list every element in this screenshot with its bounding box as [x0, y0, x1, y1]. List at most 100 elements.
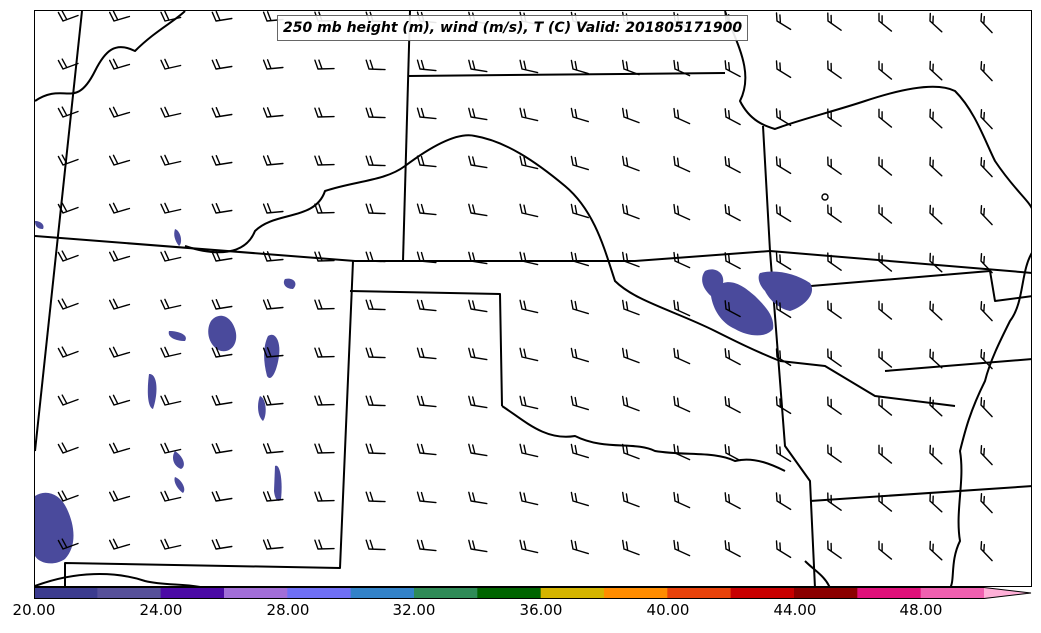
wind-barb — [211, 443, 233, 454]
wind-barb — [314, 347, 335, 358]
wind-barb — [775, 396, 792, 415]
wind-barb — [519, 59, 539, 74]
wind-barb — [929, 156, 943, 177]
colorbar-segment — [794, 587, 858, 599]
temperature-blob — [208, 315, 237, 352]
wind-barb — [724, 396, 741, 414]
state-line — [35, 235, 1031, 274]
wind-barb — [416, 251, 437, 264]
wind-barb — [775, 156, 792, 175]
state-line — [402, 11, 411, 262]
wind-barb — [365, 59, 386, 71]
wind-barb — [262, 59, 284, 70]
wind-barb — [211, 11, 233, 22]
wind-barb — [57, 11, 79, 22]
wind-barb — [262, 347, 284, 358]
river-border — [501, 405, 786, 472]
wind-barb — [365, 107, 386, 119]
wind-barb — [519, 443, 539, 458]
wind-barb — [878, 396, 893, 416]
wind-barb — [468, 59, 488, 73]
wind-barb — [314, 299, 335, 310]
wind-barb — [160, 298, 182, 310]
wind-barb — [878, 444, 893, 464]
river-border — [949, 252, 1031, 586]
state-line — [35, 11, 83, 452]
colorbar-segment — [160, 587, 225, 599]
wind-barb — [211, 107, 233, 118]
wind-barb — [827, 492, 842, 511]
wind-barb — [314, 491, 335, 502]
wind-barb — [775, 108, 792, 127]
wind-barb — [211, 251, 233, 262]
colorbar-segment — [667, 587, 732, 599]
wind-barb — [827, 156, 842, 175]
wind-barb — [314, 395, 335, 406]
wind-barb — [827, 348, 842, 367]
wind-barb — [519, 107, 539, 122]
wind-barb — [878, 348, 893, 368]
wind-barb — [314, 107, 335, 118]
wind-barb — [570, 491, 589, 507]
wind-barb — [314, 203, 335, 214]
colorbar-segment — [540, 587, 605, 599]
temperature-blob — [35, 221, 44, 229]
wind-barb — [980, 493, 993, 514]
wind-barb — [160, 442, 182, 454]
wind-barb — [980, 301, 993, 322]
state-line — [884, 358, 1031, 372]
wind-barb — [673, 347, 691, 365]
wind-barb — [570, 155, 589, 171]
wind-barb — [262, 395, 284, 406]
colorbar-outline — [34, 587, 1032, 599]
wind-barb — [160, 490, 182, 502]
wind-barb — [775, 12, 792, 31]
wind-barb — [570, 539, 589, 555]
map-panel — [34, 10, 1032, 587]
wind-barb — [416, 395, 437, 408]
wind-barb — [109, 154, 131, 166]
wind-barb — [827, 204, 842, 223]
wind-barb — [109, 490, 131, 502]
wind-barb — [724, 348, 741, 366]
state-line — [349, 290, 503, 407]
wind-barb — [929, 348, 943, 369]
wind-barb — [673, 299, 691, 317]
colorbar-tick-label: 44.00 — [773, 601, 817, 619]
wind-barb — [109, 538, 131, 550]
wind-barb — [724, 492, 741, 510]
wind-barb — [622, 395, 640, 412]
colorbar-tick-label: 32.00 — [392, 601, 436, 619]
wind-barb — [57, 106, 79, 118]
wind-barb — [262, 107, 284, 118]
temperature-blob — [274, 465, 282, 501]
wind-barb — [724, 156, 741, 174]
wind-barb — [878, 300, 893, 320]
wind-barb — [57, 490, 79, 502]
temperature-blob — [258, 396, 266, 421]
wind-barb — [980, 157, 993, 178]
wind-barb — [468, 491, 488, 505]
wind-barb — [365, 443, 386, 455]
wind-barb — [673, 155, 691, 173]
river-border — [184, 134, 781, 362]
wind-barb — [775, 540, 792, 559]
colorbar-tick-label: 20.00 — [12, 601, 56, 619]
wind-barb — [416, 107, 437, 120]
wind-barb — [160, 346, 182, 358]
wind-barb — [878, 60, 893, 80]
wind-barb — [365, 539, 386, 551]
wind-barb — [468, 251, 488, 265]
wind-barb — [673, 395, 691, 413]
river-border — [35, 573, 201, 586]
wind-barb — [57, 202, 79, 214]
wind-barb — [57, 58, 79, 70]
state-boundaries — [35, 11, 1031, 586]
wind-barb — [980, 397, 993, 418]
wind-barb — [570, 251, 589, 267]
wind-barb — [365, 347, 386, 359]
wind-barb — [314, 59, 335, 70]
wind-barb — [416, 155, 437, 168]
wind-barb — [211, 59, 233, 70]
wind-barb — [519, 299, 539, 314]
